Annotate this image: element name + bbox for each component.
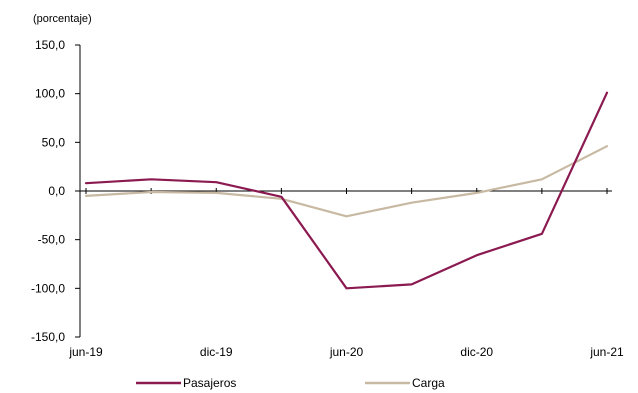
y-tick-label: 150,0	[35, 38, 65, 52]
x-tick-label: jun-19	[68, 345, 103, 359]
series-line-pasajeros	[84, 91, 609, 290]
x-axis-ticks: jun-19 dic-19 jun-20 dic-20 jun-21	[68, 188, 624, 359]
y-axis-ticks: 150,0 100,0 50,0 0,0 -50,0 -100,0 -150,0	[31, 38, 80, 344]
y-tick-label: 50,0	[42, 135, 66, 149]
series-lines	[84, 91, 609, 290]
x-tick-label: jun-20	[329, 345, 364, 359]
x-tick-label: jun-21	[589, 345, 624, 359]
x-tick-label: dic-20	[460, 345, 493, 359]
y-unit-label: (porcentaje)	[33, 13, 92, 25]
y-tick-label: 0,0	[48, 184, 65, 198]
y-tick-label: -50,0	[38, 233, 66, 247]
y-tick-label: -150,0	[31, 330, 65, 344]
legend-label-pasajeros: Pasajeros	[183, 376, 236, 390]
y-tick-label: -100,0	[31, 281, 65, 295]
series-line-carga	[84, 145, 609, 218]
x-tick-label: dic-19	[200, 345, 233, 359]
legend-label-carga: Carga	[412, 376, 445, 390]
y-tick-label: 100,0	[35, 87, 65, 101]
legend: Pasajeros Carga	[136, 376, 445, 390]
